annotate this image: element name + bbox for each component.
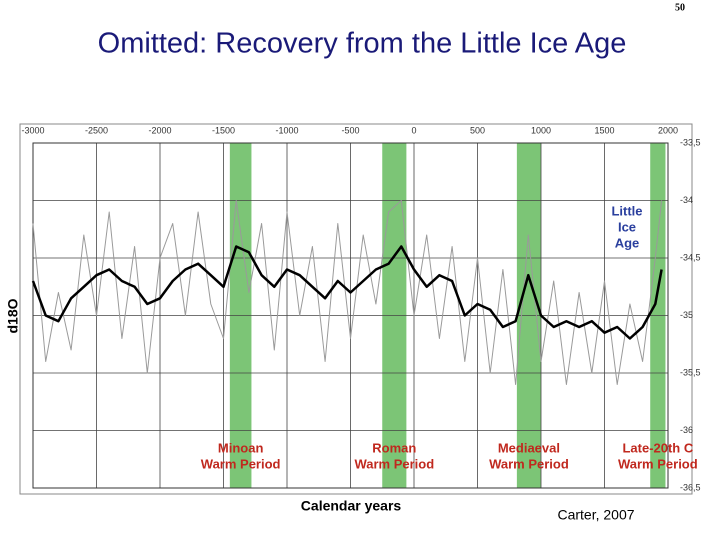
period-label: Warm Period [201, 456, 281, 471]
chart-frame [19, 123, 693, 495]
x-tick-label: -1500 [212, 125, 235, 135]
annotation: Age [615, 235, 640, 250]
y-tick-label: -35 [680, 310, 693, 320]
plot-area [32, 142, 669, 489]
period-label: Mediaeval [498, 440, 560, 455]
x-tick-label: -2000 [148, 125, 171, 135]
source: Carter, 2007 [557, 507, 634, 523]
period-label: Warm Period [618, 456, 698, 471]
x-tick-label: 1500 [594, 125, 614, 135]
annotation: Ice [618, 219, 636, 234]
period-label: Roman [372, 440, 416, 455]
x-tick-label: 0 [411, 125, 416, 135]
y-tick-label: -34 [680, 195, 693, 205]
x-tick-label: 2000 [658, 125, 678, 135]
x-tick-label: 1000 [531, 125, 551, 135]
x-tick-label: -3000 [21, 125, 44, 135]
period-label: Warm Period [489, 456, 569, 471]
annotation: Little [611, 203, 642, 218]
x-tick-label: -2500 [85, 125, 108, 135]
period-label: Warm Period [354, 456, 434, 471]
y-tick-label: -35,5 [680, 367, 701, 377]
x-tick-label: -500 [341, 125, 359, 135]
y-tick-label: -36 [680, 425, 693, 435]
y-tick-label: -34,5 [680, 252, 701, 262]
data-line [31, 245, 663, 340]
y-tick-label: -33,5 [680, 137, 701, 147]
chart-title: Omitted: Recovery from the Little Ice Ag… [98, 28, 627, 60]
period-label: Late-20th C [622, 440, 693, 455]
x-tick-label: 500 [470, 125, 485, 135]
x-tick-label: -1000 [275, 125, 298, 135]
y-tick-label: -36,5 [680, 482, 701, 492]
period-label: Minoan [218, 440, 264, 455]
data-line [32, 200, 663, 385]
page-number: 50 [675, 2, 685, 13]
y-axis-label: d18O [5, 298, 21, 333]
x-axis-label: Calendar years [301, 498, 402, 514]
